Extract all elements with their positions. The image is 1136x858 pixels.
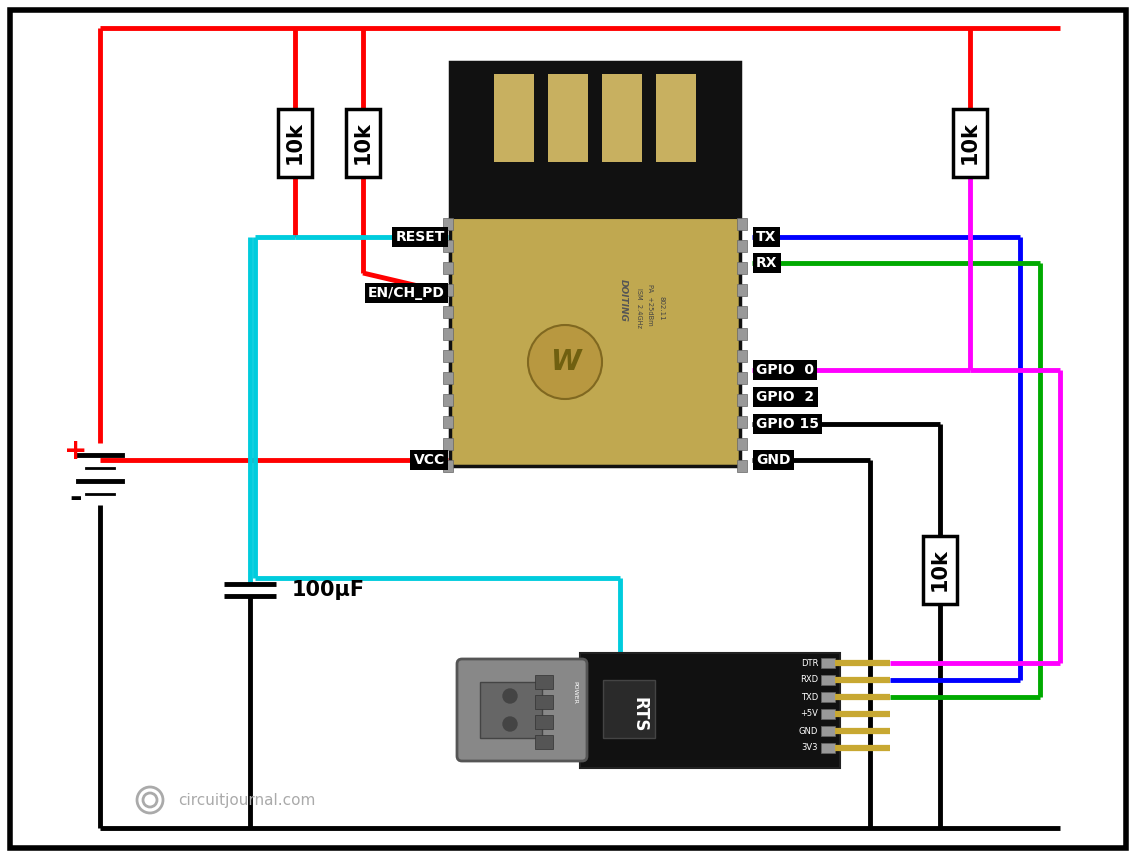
Text: 3V3: 3V3 [802, 744, 818, 752]
Text: 10k: 10k [960, 122, 980, 165]
Circle shape [503, 689, 517, 703]
Text: DTR: DTR [801, 658, 818, 668]
Bar [443, 438, 453, 450]
Bar [737, 284, 747, 296]
Text: RXD: RXD [800, 675, 818, 685]
Text: DOITING: DOITING [618, 279, 627, 322]
Text: GPIO 15: GPIO 15 [755, 417, 819, 431]
Text: VCC: VCC [414, 453, 445, 467]
Bar [603, 680, 655, 738]
Bar [821, 692, 835, 702]
Bar [821, 743, 835, 753]
Bar [548, 74, 588, 162]
Bar [443, 372, 453, 384]
Bar [443, 328, 453, 340]
Bar [443, 306, 453, 318]
Text: 100μF: 100μF [292, 580, 365, 600]
Bar [494, 74, 534, 162]
Bar [737, 262, 747, 274]
Text: 10k: 10k [930, 548, 950, 591]
Circle shape [528, 325, 602, 399]
Bar [450, 62, 740, 220]
Text: circuitjournal.com: circuitjournal.com [178, 793, 316, 807]
Bar [821, 675, 835, 685]
Text: GND: GND [799, 727, 818, 735]
Bar [737, 394, 747, 406]
Bar [535, 735, 553, 749]
Bar [535, 675, 553, 689]
Bar [821, 658, 835, 668]
Text: GPIO  0: GPIO 0 [755, 363, 815, 377]
Bar [443, 394, 453, 406]
Text: RX: RX [755, 256, 777, 270]
Bar [737, 350, 747, 362]
Text: RTS: RTS [630, 698, 649, 733]
Circle shape [503, 717, 517, 731]
Text: GPIO  2: GPIO 2 [755, 390, 815, 404]
Bar [443, 284, 453, 296]
Bar [821, 709, 835, 719]
Bar [737, 416, 747, 428]
Bar [580, 652, 840, 768]
Text: GND: GND [755, 453, 791, 467]
Bar [450, 62, 740, 466]
Bar [737, 240, 747, 252]
Bar [443, 416, 453, 428]
Bar [443, 460, 453, 472]
Bar [602, 74, 642, 162]
Text: 10k: 10k [285, 122, 304, 165]
Bar [953, 109, 987, 177]
Bar [737, 460, 747, 472]
Text: TXD: TXD [801, 692, 818, 702]
Bar [481, 682, 542, 738]
Bar [737, 218, 747, 230]
Text: +5V: +5V [800, 710, 818, 718]
Bar [655, 74, 696, 162]
Bar [443, 350, 453, 362]
Bar [535, 695, 553, 709]
Bar [821, 726, 835, 736]
Bar [346, 109, 381, 177]
Bar [737, 328, 747, 340]
FancyBboxPatch shape [457, 659, 587, 761]
Text: EN/CH_PD: EN/CH_PD [368, 286, 445, 300]
Text: 10k: 10k [353, 122, 373, 165]
Text: W: W [550, 348, 580, 376]
Bar [443, 262, 453, 274]
Text: RESET: RESET [395, 230, 445, 244]
Text: 802.11: 802.11 [658, 296, 665, 320]
Text: ISM  2.4GHz: ISM 2.4GHz [636, 288, 642, 328]
Text: POWER: POWER [573, 680, 577, 704]
Bar [278, 109, 312, 177]
Bar [737, 372, 747, 384]
Text: -: - [69, 485, 82, 513]
Text: PA  +25dBm: PA +25dBm [648, 284, 653, 326]
Bar [922, 536, 957, 604]
Bar [443, 240, 453, 252]
Bar [737, 306, 747, 318]
Bar [450, 218, 740, 466]
Text: TX: TX [755, 230, 776, 244]
Text: +: + [65, 437, 87, 465]
Bar [535, 715, 553, 729]
Bar [737, 438, 747, 450]
Bar [443, 218, 453, 230]
